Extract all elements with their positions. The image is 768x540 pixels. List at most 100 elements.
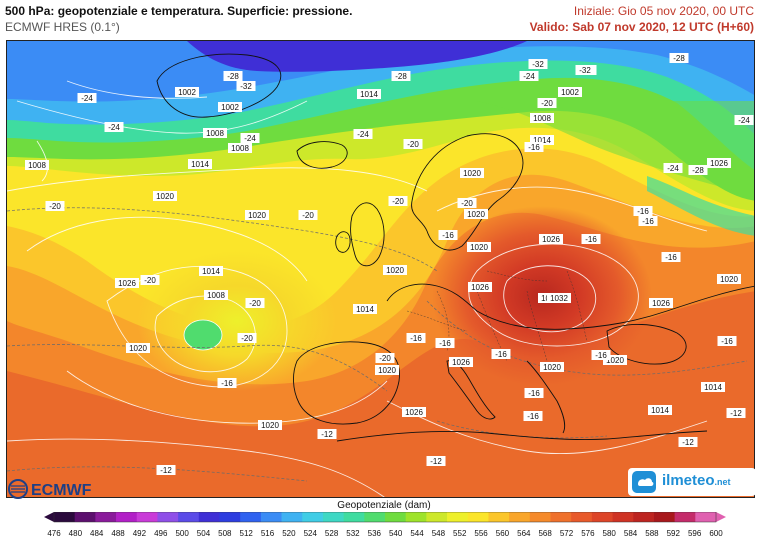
- isotherm-label-bg: [140, 275, 160, 285]
- legend-swatch: [509, 512, 531, 522]
- isotherm-label-bg: [156, 465, 176, 475]
- isotherm-label-text: -12: [430, 457, 442, 466]
- trough-core: [137, 251, 337, 391]
- legend-swatch: [385, 512, 407, 522]
- legend-tick-label: 484: [90, 529, 104, 538]
- isobar-label: 1020: [540, 362, 564, 372]
- isotherm-label-bg: [403, 139, 423, 149]
- isobar-label-text: 1002: [178, 88, 196, 97]
- isobar-label-bg: [649, 298, 673, 308]
- isotherm-label-text: -16: [528, 143, 540, 152]
- legend-swatch: [157, 512, 179, 522]
- isobar-label-text: 1020: [606, 356, 624, 365]
- isobar-label-text: 1014: [704, 383, 722, 392]
- color-legend: 476 480 484 488 492 496 500 504 508 512 516 520 524 5…: [44, 512, 726, 538]
- cutoff-low: [183, 319, 223, 351]
- isobar-label: 1020: [245, 210, 269, 220]
- ecmwf-logo: ECMWF: [8, 478, 118, 505]
- isobar-label: 1008: [203, 128, 227, 138]
- legend-swatch: [612, 512, 634, 522]
- isotherm-label-bg: [457, 198, 477, 208]
- isotherm-label: -16: [435, 338, 455, 348]
- isotherm-label: -16: [524, 142, 544, 152]
- isobar-label: 1020: [383, 265, 407, 275]
- ecmwf-logo-graphic: ECMWF: [8, 479, 92, 499]
- isobar-label-text: 1002: [221, 103, 239, 112]
- isobar-label: 1026: [539, 234, 563, 244]
- isotherm-label-bg: [217, 378, 237, 388]
- isobar-label-bg: [717, 274, 741, 284]
- legend-swatch: [178, 512, 200, 522]
- isotherm-label-text: -24: [81, 94, 93, 103]
- legend-tick-label: 580: [603, 529, 617, 538]
- isobars: [7, 80, 708, 497]
- isobar-label-text: 1026: [471, 283, 489, 292]
- isotherm-label: -16: [524, 388, 544, 398]
- isotherm-label-text: -12: [682, 438, 694, 447]
- isotherm-label: -28: [223, 71, 243, 81]
- legend-tick-label: 500: [175, 529, 189, 538]
- ilmeteo-icon: [632, 471, 656, 493]
- isobar-label-bg: [468, 282, 492, 292]
- isobar-label-bg: [353, 304, 377, 314]
- legend-tick-label: 516: [261, 529, 275, 538]
- isotherm-label: -20: [403, 139, 423, 149]
- legend-swatch: [260, 512, 282, 522]
- legend-tick-label: 540: [389, 529, 403, 538]
- isotherm-label: -16: [491, 349, 511, 359]
- isobar-label-bg: [383, 265, 407, 275]
- model-label: ECMWF HRES (0.1°): [5, 20, 120, 34]
- isotherm-label: -20: [375, 353, 395, 363]
- isobar-label-bg: [603, 355, 627, 365]
- isotherm-label-text: -16: [528, 389, 540, 398]
- isobar-label: 1002: [218, 102, 242, 112]
- isotherm-label: -12: [426, 456, 446, 466]
- isotherm-label: -12: [726, 408, 746, 418]
- isotherm-label-text: -24: [108, 123, 120, 132]
- legend-tick-label: 524: [304, 529, 318, 538]
- legend-swatch: [116, 512, 138, 522]
- isotherm-label-text: -20: [241, 334, 253, 343]
- isobar-label: 1014: [199, 266, 223, 276]
- legend-swatch: [488, 512, 510, 522]
- ilmeteo-main: ilmeteo: [662, 472, 715, 489]
- isotherm-label-bg: [353, 129, 373, 139]
- isotherm-label: -20: [237, 333, 257, 343]
- isobar-label: 1002: [175, 87, 199, 97]
- legend-swatch: [426, 512, 448, 522]
- isobar-label-bg: [204, 290, 228, 300]
- northern-band: [477, 101, 754, 191]
- isobar-label: 1020: [375, 365, 399, 375]
- isotherm-label: -32: [575, 65, 595, 75]
- isobar-label: 1020: [717, 274, 741, 284]
- isobar-label: 1014: [357, 89, 381, 99]
- isobar-label-text: 1014: [356, 305, 374, 314]
- legend-swatch: [74, 512, 96, 522]
- legend-swatch: [322, 512, 345, 522]
- isotherm-label-text: -24: [523, 72, 535, 81]
- legend-tick-label: 544: [410, 529, 424, 538]
- isobar-label-bg: [530, 113, 554, 123]
- legend-tick-label: 528: [325, 529, 339, 538]
- isotherm-label-bg: [688, 165, 708, 175]
- isobar-label: 1008: [25, 160, 49, 170]
- isobar-label: 1002: [558, 87, 582, 97]
- isobar-label: 1008: [228, 143, 252, 153]
- isobar-label-bg: [228, 143, 252, 153]
- isobar-label-bg: [464, 209, 488, 219]
- isotherm-label-bg: [223, 71, 243, 81]
- isobar-label-bg: [648, 405, 672, 415]
- isobar-label: 1014: [530, 135, 554, 145]
- isotherm-label-text: -16: [637, 207, 649, 216]
- isotherm-label-bg: [388, 196, 408, 206]
- isotherm-label-text: -20: [461, 199, 473, 208]
- legend-swatch: [633, 512, 655, 522]
- isobar-label-bg: [153, 191, 177, 201]
- isotherm-label: -12: [678, 437, 698, 447]
- isotherm-label: -16: [581, 234, 601, 244]
- isotherm-label-text: -12: [321, 430, 333, 439]
- isotherm-label-bg: [638, 216, 658, 226]
- isotherm-label-text: -16: [439, 339, 451, 348]
- isotherm-label-bg: [77, 93, 97, 103]
- legend-tick-label: 588: [645, 529, 659, 538]
